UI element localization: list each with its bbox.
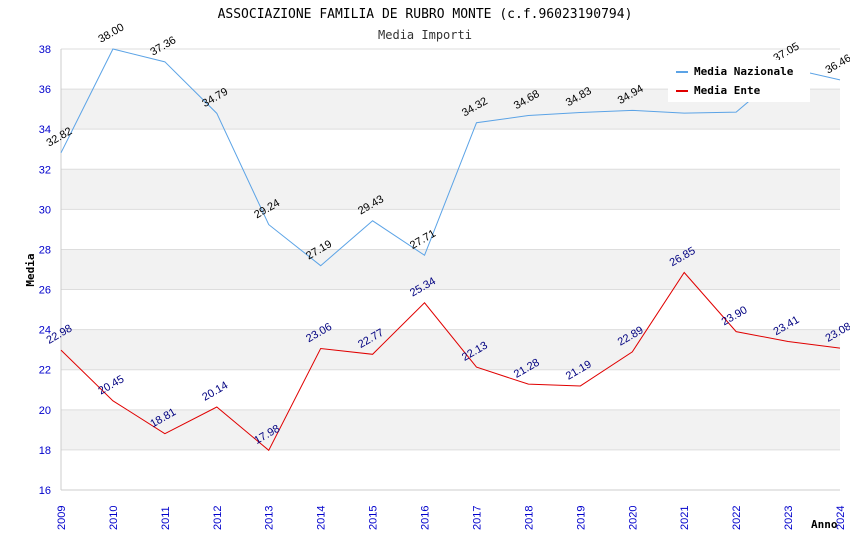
series-lines (60, 48, 841, 452)
x-tick-label: 2011 (160, 506, 172, 530)
data-label: 37.36 (148, 34, 178, 58)
x-tick-label: 2009 (56, 506, 68, 530)
data-label: 36.46 (824, 52, 850, 76)
series-line-1 (60, 271, 841, 452)
data-label: 20.14 (200, 379, 230, 403)
data-label: 27.71 (408, 228, 438, 252)
y-tick-label: 32 (39, 164, 51, 176)
y-tick-label: 20 (39, 405, 51, 417)
x-tick-labels: 2009 2010 2011 2012 2013 2014 2015 2016 2017 2018… (56, 506, 847, 530)
x-tick-label: 2017 (471, 506, 483, 530)
grid-band (61, 409, 840, 450)
y-tick-label: 16 (39, 485, 51, 497)
x-tick-label: 2012 (212, 506, 224, 530)
x-tick-label: 2010 (108, 506, 120, 530)
grid-band (61, 249, 840, 290)
x-tick-label: 2018 (523, 506, 535, 530)
y-tick-label: 30 (39, 204, 51, 216)
y-axis-label: Media (24, 253, 37, 286)
data-label: 38.00 (96, 21, 126, 45)
legend-box (668, 60, 810, 102)
legend-label-media-nazionale: Media Nazionale (694, 65, 794, 78)
series-line-0 (60, 48, 841, 267)
y-tick-label: 24 (39, 325, 51, 337)
chart-title: ASSOCIAZIONE FAMILIA DE RUBRO MONTE (c.f… (218, 7, 633, 22)
grid-band (61, 329, 840, 370)
x-axis-label: Anno (811, 518, 838, 531)
y-tick-label: 34 (39, 124, 51, 136)
grid-bands (61, 89, 840, 450)
x-tick-label: 2015 (368, 506, 380, 530)
x-tick-label: 2014 (316, 506, 328, 530)
data-label: 20.45 (96, 373, 126, 397)
x-tick-label: 2024 (835, 506, 847, 530)
y-tick-label: 28 (39, 244, 51, 256)
y-tick-label: 36 (39, 84, 51, 96)
x-tick-label: 2019 (575, 506, 587, 530)
data-label: 23.90 (720, 304, 750, 328)
y-tick-label: 38 (39, 44, 51, 56)
x-tick-label: 2022 (731, 506, 743, 530)
x-tick-label: 2021 (679, 506, 691, 530)
y-tick-label: 26 (39, 285, 51, 297)
x-tick-label: 2013 (264, 506, 276, 530)
y-tick-label: 18 (39, 445, 51, 457)
x-tick-label: 2016 (420, 506, 432, 530)
chart-subtitle: Media Importi (378, 28, 472, 42)
gridlines (60, 48, 840, 491)
y-tick-label: 22 (39, 365, 51, 377)
y-tick-labels: 16 18 20 22 24 26 28 30 32 34 36 38 (39, 44, 51, 497)
x-tick-label: 2023 (783, 506, 795, 530)
legend: Media Nazionale Media Ente (668, 60, 810, 102)
x-tick-label: 2020 (627, 506, 639, 530)
legend-label-media-ente: Media Ente (694, 84, 761, 97)
